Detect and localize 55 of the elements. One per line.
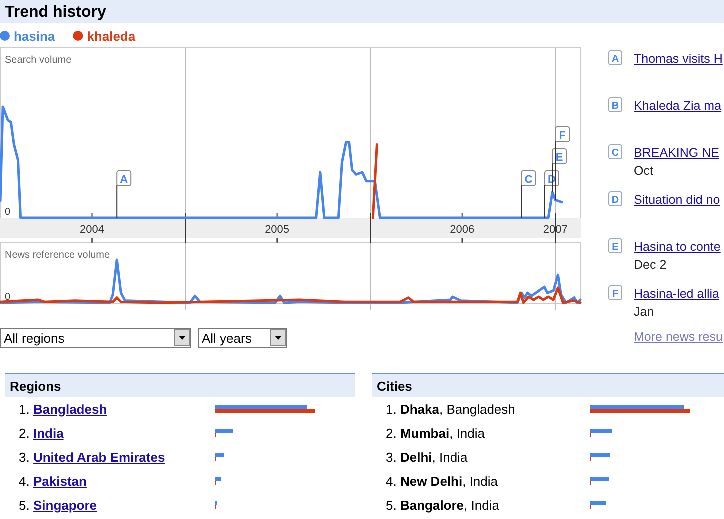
bar xyxy=(215,429,233,433)
text: Khaleda Zia ma xyxy=(634,99,722,113)
y-tick-label: 2. Mumbai, India xyxy=(386,426,486,441)
y-tick-label: 1. Bangladesh xyxy=(19,402,108,417)
category-label: C xyxy=(612,148,620,159)
bar xyxy=(590,405,684,409)
category-label: E xyxy=(612,242,620,253)
text: Oct xyxy=(634,164,654,178)
text: Cities xyxy=(377,379,412,394)
annotation: F xyxy=(559,130,566,142)
y-axis-title: News reference volume xyxy=(5,250,110,261)
legend-label: hasina xyxy=(14,29,56,44)
text: Hasina-led allia xyxy=(634,287,720,301)
y-tick-label: 5. Singapore xyxy=(19,498,98,513)
annotation: E xyxy=(556,152,564,164)
annotation: 0 xyxy=(5,207,11,218)
annotation: 0 xyxy=(5,292,11,303)
bar xyxy=(590,453,610,457)
text: Jan xyxy=(634,305,654,319)
x-tick-label: 2004 xyxy=(80,224,105,236)
text: Regions xyxy=(10,379,62,394)
y-tick-label: 4. Pakistan xyxy=(19,474,87,489)
text: Situation did no xyxy=(634,193,720,207)
y-tick-label: 2. India xyxy=(19,426,65,441)
category-label: A xyxy=(612,54,620,65)
bar xyxy=(590,501,606,505)
text: More news resu xyxy=(634,330,723,344)
text: BREAKING NE xyxy=(634,146,720,160)
category-label: B xyxy=(612,101,620,112)
text: Dec 2 xyxy=(634,258,667,272)
legend-label: khaleda xyxy=(87,29,136,44)
chart-title: Trend history xyxy=(5,4,106,21)
text: All years xyxy=(202,331,252,346)
bar xyxy=(590,477,609,481)
text: All regions xyxy=(4,331,66,346)
y-axis-title: Search volume xyxy=(5,55,72,66)
y-tick-label: 4. New Delhi, India xyxy=(386,474,499,489)
text: Thomas visits H xyxy=(634,52,723,66)
bar xyxy=(590,429,612,433)
y-tick-label: 5. Bangalore, India xyxy=(386,498,500,513)
bar xyxy=(590,409,690,413)
annotation: A xyxy=(120,174,128,186)
y-tick-label: 3. United Arab Emirates xyxy=(19,450,166,465)
x-tick-label: 2005 xyxy=(265,224,290,236)
bar xyxy=(215,409,315,413)
bar xyxy=(215,405,307,409)
x-tick-label: 2006 xyxy=(450,224,475,236)
y-tick-label: 1. Dhaka, Bangladesh xyxy=(386,402,516,417)
category-label: F xyxy=(612,289,619,300)
bar xyxy=(215,477,221,481)
annotation: C xyxy=(524,174,533,186)
bar xyxy=(215,453,224,457)
category-label: D xyxy=(612,195,620,206)
y-tick-label: 3. Delhi, India xyxy=(386,450,468,465)
text: Hasina to conte xyxy=(634,240,721,254)
